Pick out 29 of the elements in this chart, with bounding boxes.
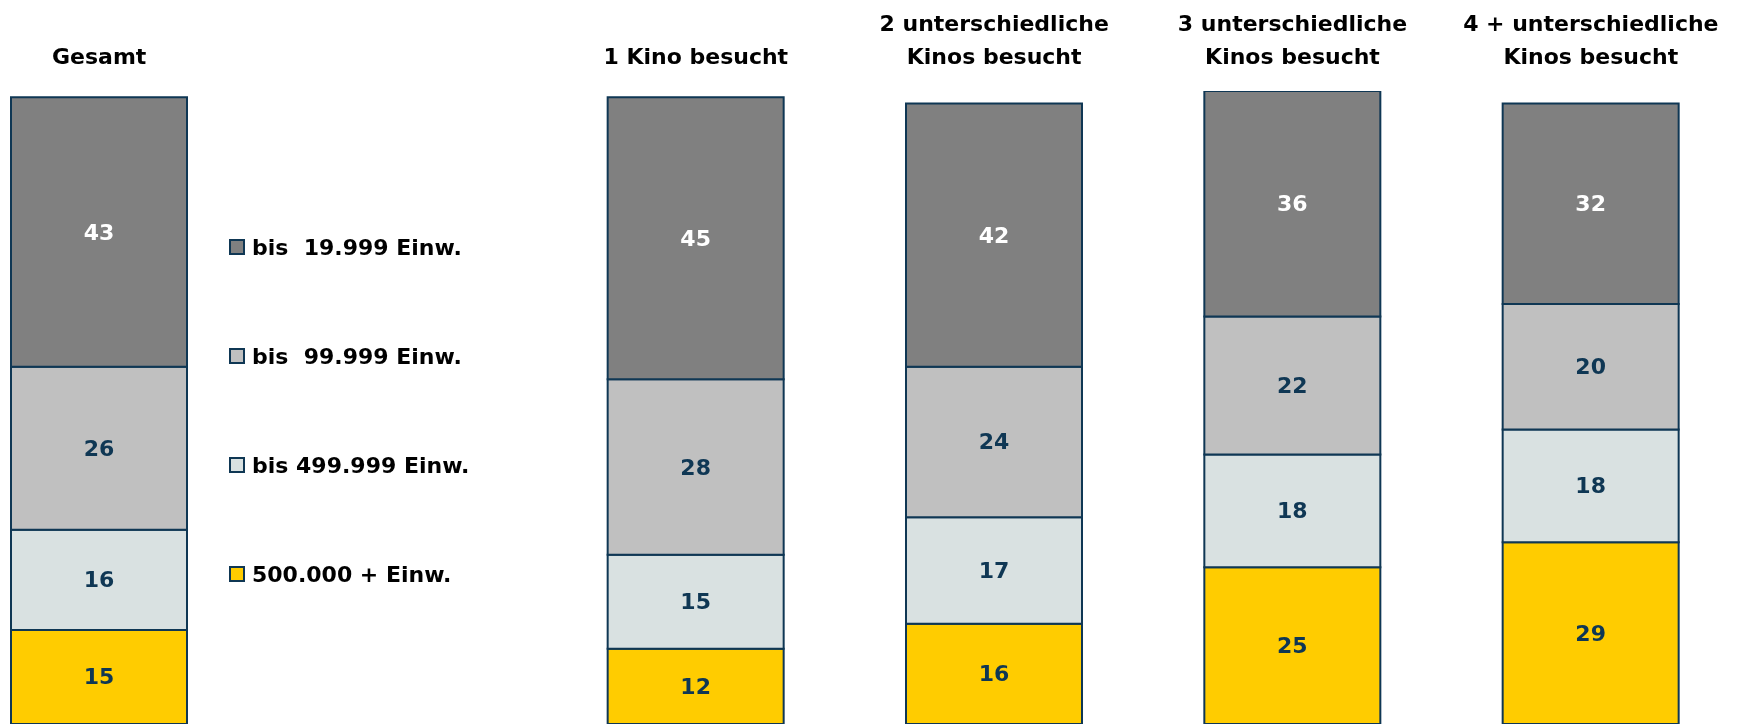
x-tick-label: Gesamt (51, 44, 147, 69)
legend-label: bis 19.999 Einw. (252, 234, 462, 260)
data-label: 45 (680, 225, 711, 251)
data-label: 18 (1575, 473, 1606, 499)
x-tick-label: 2 unterschiedliche Kinos besucht (879, 11, 1109, 69)
data-label: 15 (680, 589, 711, 615)
legend-label: 500.000 + Einw. (252, 561, 452, 587)
data-label: 12 (680, 673, 711, 699)
data-label: 18 (1277, 498, 1308, 524)
legend-label: bis 499.999 Einw. (252, 452, 470, 478)
data-label: 17 (978, 557, 1010, 583)
data-label: 15 (83, 664, 115, 690)
data-label: 29 (1575, 620, 1606, 646)
data-label: 28 (680, 454, 711, 480)
x-tick-label: 1 Kino besucht (603, 44, 789, 69)
x-tick-label: 3 unterschiedliche Kinos besucht (1177, 11, 1408, 69)
data-label: 25 (1277, 633, 1308, 659)
data-label: 36 (1277, 191, 1308, 217)
data-label: 16 (978, 661, 1010, 687)
data-label: 26 (83, 435, 115, 461)
legend-label: bis 99.999 Einw. (252, 343, 462, 369)
data-label: 20 (1575, 354, 1606, 380)
data-label: 24 (978, 429, 1010, 455)
data-label: 32 (1575, 191, 1606, 217)
data-label: 22 (1277, 373, 1308, 399)
data-label: 16 (83, 567, 115, 593)
x-tick-label: 4 + unterschiedliche Kinos besucht (1463, 11, 1719, 69)
data-label: 42 (978, 222, 1010, 248)
data-label: 43 (83, 219, 115, 245)
